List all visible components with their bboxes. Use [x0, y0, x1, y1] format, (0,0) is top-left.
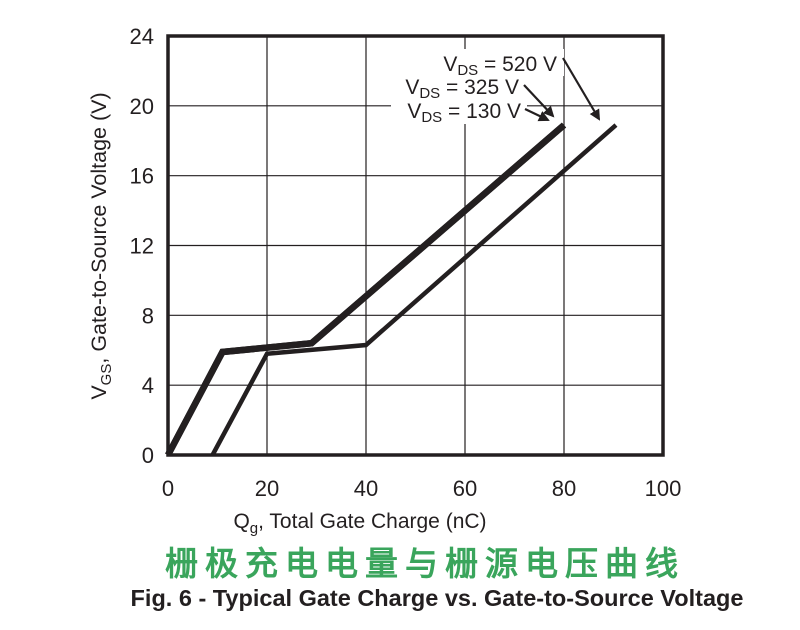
y-tick-label: 24 [130, 24, 154, 49]
x-tick-label: 20 [255, 476, 279, 501]
y-tick-label: 12 [130, 234, 154, 259]
annotation-arrow [524, 108, 550, 122]
plot-border [166, 34, 665, 457]
annotation-label: VDS = 520 V [443, 53, 557, 79]
x-tick-label: 100 [645, 476, 682, 501]
curve-vds-325 [165, 122, 567, 457]
annotation-arrow [523, 84, 555, 118]
curve-vds-520 [210, 123, 618, 457]
annotation-label: VDS = 325 V [405, 76, 519, 102]
x-tick-label: 0 [162, 476, 174, 501]
annotation-label-bg [391, 98, 527, 124]
figure-title-chinese: 栅极充电电量与栅源电压曲线 [165, 544, 685, 583]
x-axis-title: Qg, Total Gate Charge (nC) [233, 510, 486, 537]
y-tick-label: 4 [142, 373, 154, 398]
x-tick-label: 60 [453, 476, 477, 501]
annotation-arrow [562, 57, 601, 121]
y-tick-label: 8 [142, 303, 154, 328]
y-tick-label: 0 [142, 443, 154, 468]
y-axis-title: VGS, Gate-to-Source Voltage (V) [87, 92, 115, 399]
figure-caption: Fig. 6 - Typical Gate Charge vs. Gate-to… [130, 585, 744, 611]
annotation-label-bg [391, 74, 525, 99]
annotation-label-bg [427, 49, 564, 76]
x-tick-label: 40 [354, 476, 378, 501]
y-tick-label: 16 [130, 164, 154, 189]
annotation-label: VDS = 130 V [407, 100, 521, 126]
y-tick-label: 20 [130, 94, 154, 119]
x-tick-label: 80 [552, 476, 576, 501]
